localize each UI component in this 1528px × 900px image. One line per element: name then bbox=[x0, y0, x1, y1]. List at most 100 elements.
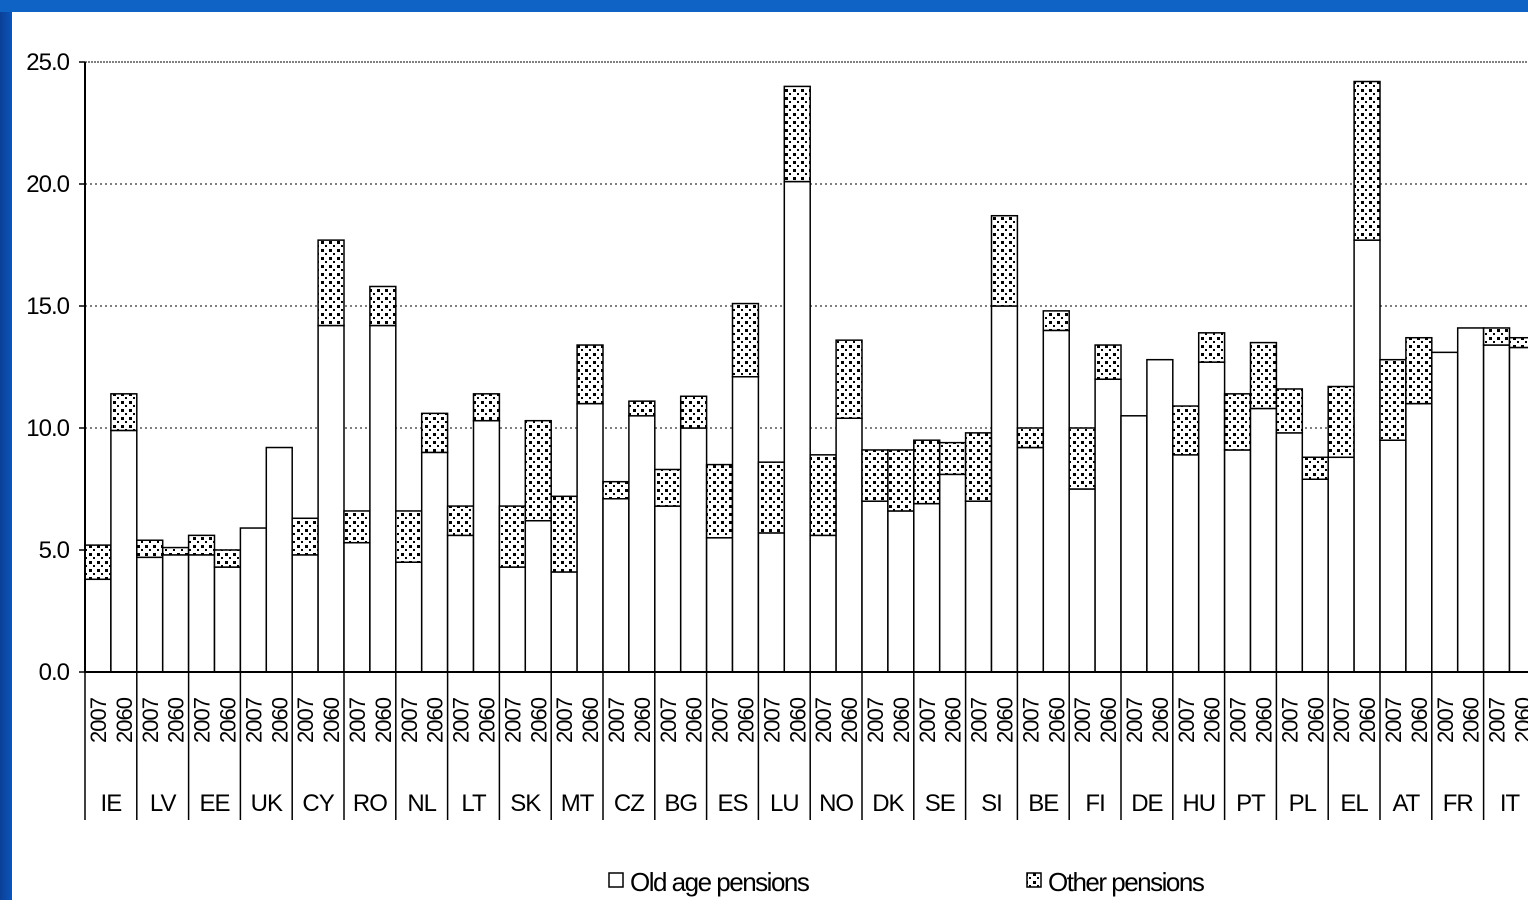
x-year-label: 2007 bbox=[1018, 697, 1043, 743]
bar-other-lt-2007 bbox=[446, 505, 475, 537]
x-country-label: CY bbox=[302, 790, 334, 817]
x-year-label: 2060 bbox=[889, 697, 914, 743]
bar-old-age-pt-2060 bbox=[1249, 407, 1278, 673]
bar-old-age-no-2007 bbox=[809, 534, 837, 673]
x-year-label: 2060 bbox=[112, 697, 137, 743]
x-year-label: 2007 bbox=[1381, 697, 1406, 743]
bar-other-cy-2060 bbox=[317, 239, 345, 327]
bar-other-hu-2060 bbox=[1197, 332, 1226, 363]
x-year-label: 2060 bbox=[578, 697, 603, 743]
bar-old-age-se-2007 bbox=[913, 502, 941, 673]
x-year-label: 2060 bbox=[319, 697, 344, 743]
legend-label-other: Other pensions bbox=[1048, 867, 1205, 897]
x-country-label: SE bbox=[925, 790, 955, 817]
bar-other-it-2060 bbox=[1508, 336, 1528, 349]
bar-old-age-el-2060 bbox=[1353, 239, 1381, 673]
x-country-label: LT bbox=[461, 790, 487, 817]
bar-other-ee-2060 bbox=[213, 549, 242, 568]
bar-other-bg-2007 bbox=[654, 468, 682, 507]
x-year-label: 2007 bbox=[241, 697, 266, 743]
x-year-label: 2060 bbox=[1044, 697, 1069, 743]
x-year-label: 2007 bbox=[345, 697, 370, 743]
x-year-label: 2060 bbox=[630, 697, 655, 743]
bar-old-age-at-2060 bbox=[1405, 402, 1433, 673]
bar-old-age-el-2007 bbox=[1327, 456, 1355, 673]
bar-old-age-fr-2007 bbox=[1431, 351, 1459, 673]
bar-old-age-ro-2007 bbox=[343, 541, 371, 673]
x-year-label: 2060 bbox=[1148, 697, 1173, 743]
x-year-label: 2060 bbox=[1510, 697, 1528, 743]
bar-other-pt-2007 bbox=[1223, 393, 1252, 451]
x-year-label: 2060 bbox=[526, 697, 551, 743]
bar-old-age-cz-2007 bbox=[602, 498, 630, 673]
bar-old-age-de-2007 bbox=[1120, 415, 1148, 673]
x-country-label: FI bbox=[1085, 790, 1104, 817]
bar-old-age-hu-2060 bbox=[1197, 361, 1226, 673]
x-country-label: UK bbox=[251, 790, 283, 817]
bar-other-no-2060 bbox=[835, 339, 863, 419]
x-country-label: IE bbox=[101, 790, 122, 817]
bar-old-age-nl-2060 bbox=[420, 451, 449, 673]
bar-old-age-sk-2007 bbox=[498, 566, 527, 673]
legend-swatch-other bbox=[1026, 872, 1042, 888]
x-year-label: 2060 bbox=[423, 697, 448, 743]
bar-other-ee-2007 bbox=[187, 534, 216, 556]
x-year-label: 2060 bbox=[1355, 697, 1380, 743]
bar-old-age-ie-2060 bbox=[110, 429, 138, 673]
x-year-label: 2060 bbox=[164, 697, 189, 743]
bar-other-nl-2060 bbox=[420, 412, 449, 454]
bar-old-age-ee-2007 bbox=[187, 554, 216, 673]
bar-other-ro-2060 bbox=[369, 285, 397, 327]
bar-other-el-2007 bbox=[1327, 385, 1355, 459]
x-year-label: 2007 bbox=[1485, 697, 1510, 743]
x-year-label: 2007 bbox=[1329, 697, 1354, 743]
y-tick-label: 0.0 bbox=[39, 659, 70, 686]
bar-old-age-ee-2060 bbox=[213, 566, 242, 673]
x-country-label: FR bbox=[1443, 790, 1474, 817]
bar-other-mt-2060 bbox=[576, 344, 604, 405]
bar-other-el-2060 bbox=[1353, 80, 1381, 241]
x-year-label: 2060 bbox=[371, 697, 396, 743]
x-year-label: 2007 bbox=[190, 697, 215, 743]
x-country-label: BE bbox=[1028, 790, 1058, 817]
bar-old-age-fi-2060 bbox=[1094, 378, 1122, 673]
x-country-label: DK bbox=[872, 790, 904, 817]
x-year-label: 2060 bbox=[682, 697, 707, 743]
x-country-label: EE bbox=[199, 790, 229, 817]
x-year-label: 2007 bbox=[967, 697, 992, 743]
bar-old-age-lu-2007 bbox=[757, 532, 786, 673]
x-year-label: 2060 bbox=[1251, 697, 1276, 743]
bar-other-lu-2060 bbox=[783, 85, 811, 183]
legend-label-old-age: Old age pensions bbox=[630, 867, 810, 897]
bar-other-se-2060 bbox=[938, 441, 967, 476]
x-year-label: 2007 bbox=[863, 697, 888, 743]
bar-other-cz-2007 bbox=[602, 480, 630, 500]
x-year-label: 2060 bbox=[941, 697, 966, 743]
x-year-label: 2007 bbox=[656, 697, 681, 743]
bar-other-es-2060 bbox=[731, 302, 760, 378]
bar-other-pl-2007 bbox=[1275, 388, 1304, 434]
x-year-label: 2060 bbox=[474, 697, 499, 743]
x-year-label: 2060 bbox=[837, 697, 862, 743]
bar-other-lt-2060 bbox=[472, 393, 501, 422]
x-year-label: 2060 bbox=[992, 697, 1017, 743]
x-country-label: EL bbox=[1340, 790, 1368, 817]
x-country-label: PL bbox=[1289, 790, 1317, 817]
x-year-label: 2007 bbox=[500, 697, 525, 743]
x-country-label: PT bbox=[1236, 790, 1266, 817]
x-country-label: AT bbox=[1392, 790, 1420, 817]
x-year-label: 2007 bbox=[708, 697, 733, 743]
bar-old-age-fr-2060 bbox=[1456, 327, 1485, 673]
bar-other-es-2007 bbox=[705, 463, 734, 539]
bar-other-pl-2060 bbox=[1301, 456, 1329, 480]
x-year-label: 2007 bbox=[915, 697, 940, 743]
bar-old-age-pl-2007 bbox=[1275, 432, 1304, 673]
bar-old-age-lv-2060 bbox=[161, 554, 190, 673]
bar-other-sk-2007 bbox=[498, 505, 527, 568]
x-country-label: LV bbox=[150, 790, 177, 817]
bar-other-hu-2007 bbox=[1172, 405, 1200, 456]
bar-old-age-be-2007 bbox=[1016, 446, 1045, 673]
bar-other-fi-2007 bbox=[1068, 427, 1096, 490]
bar-old-age-si-2007 bbox=[964, 500, 993, 673]
bar-old-age-dk-2060 bbox=[887, 510, 915, 673]
